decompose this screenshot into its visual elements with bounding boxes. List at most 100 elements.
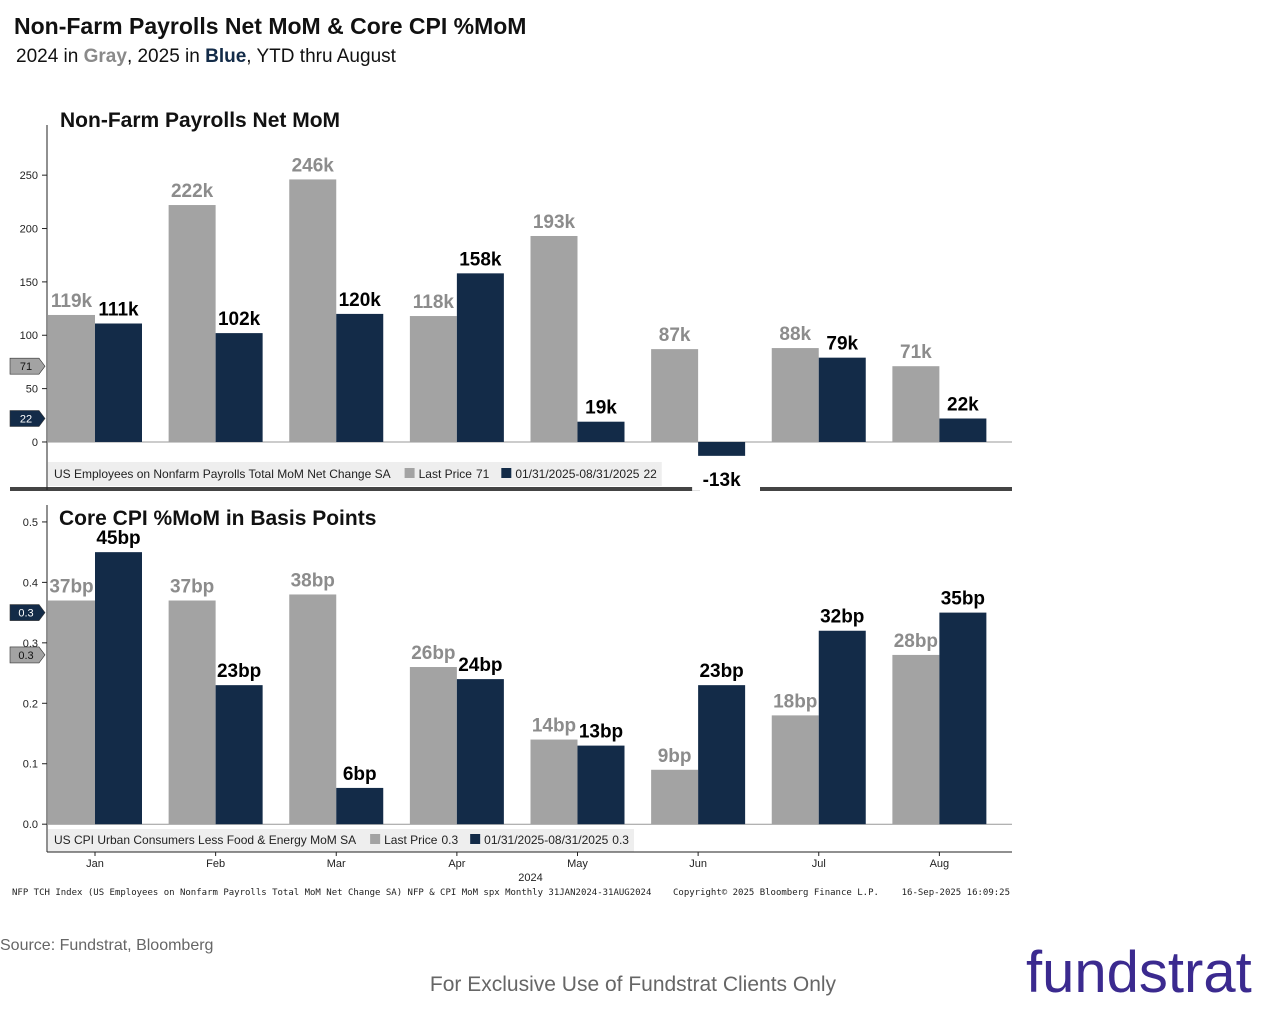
legend-entry: Last Price 0.3 xyxy=(384,833,458,847)
bar xyxy=(215,333,263,442)
value-label: 222k xyxy=(171,181,214,202)
value-label: 23bp xyxy=(217,661,261,682)
bar xyxy=(95,323,142,442)
charts: 0 50 100 150 200 250 Non-Farm Payrolls Net MoM… xyxy=(9,109,1012,884)
bar xyxy=(215,685,263,825)
bar xyxy=(818,630,866,825)
footer-index: NFP TCH Index (US Employees on Nonfarm P… xyxy=(12,888,651,898)
bar xyxy=(651,349,699,442)
bar xyxy=(456,679,504,825)
bar xyxy=(289,179,337,442)
value-label: 111k xyxy=(98,300,139,321)
value-label: 79k xyxy=(826,334,858,355)
legend: US CPI Urban Consumers Less Food & Energ… xyxy=(48,829,634,852)
value-label: 35bp xyxy=(941,589,985,610)
bar xyxy=(771,715,819,825)
value-label: 19k xyxy=(585,398,617,419)
legend-bg xyxy=(48,462,662,486)
value-label: 37bp xyxy=(170,577,214,598)
panel-title: Non-Farm Payrolls Net MoM xyxy=(60,109,340,132)
value-label: 22k xyxy=(947,394,979,415)
legend-title: US Employees on Nonfarm Payrolls Total M… xyxy=(54,467,391,481)
subtitle-part: 2024 in xyxy=(16,46,84,67)
x-tick-label: Apr xyxy=(448,858,465,870)
panel-title: Core CPI %MoM in Basis Points xyxy=(59,507,376,530)
bar xyxy=(456,273,504,442)
value-label: 102k xyxy=(218,309,261,330)
y-tick-label: 0.5 xyxy=(23,517,38,529)
x-tick-label: Feb xyxy=(206,858,225,870)
legend-swatch xyxy=(370,834,381,844)
y-tick-label: 50 xyxy=(26,384,38,396)
logo: fundstrat xyxy=(1026,940,1252,1005)
y-tick-label: 0.4 xyxy=(23,577,38,589)
value-label: 18bp xyxy=(773,691,817,712)
value-label: 26bp xyxy=(411,643,455,664)
footer-copyright: Copyright© 2025 Bloomberg Finance L.P. xyxy=(673,888,879,898)
bar xyxy=(530,739,578,825)
value-label: 24bp xyxy=(458,655,502,676)
x-tick-label: Jun xyxy=(689,858,707,870)
value-label: 13bp xyxy=(579,722,623,743)
value-label: 87k xyxy=(659,325,691,346)
subtitle-part: , 2025 in xyxy=(127,46,205,67)
value-label: 45bp xyxy=(96,528,140,549)
value-label: 28bp xyxy=(894,631,938,652)
legend: US Employees on Nonfarm Payrolls Total M… xyxy=(48,462,662,486)
bar xyxy=(336,787,384,825)
value-label: 118k xyxy=(413,292,455,313)
legend-swatch xyxy=(501,468,512,478)
source: Source: Fundstrat, Bloomberg xyxy=(0,937,213,954)
value-label: 193k xyxy=(533,212,576,233)
value-label: 120k xyxy=(339,290,382,311)
bar xyxy=(289,594,337,825)
page-subtitle: 2024 in Gray, 2025 in Blue, YTD thru Aug… xyxy=(16,46,397,67)
bar xyxy=(818,357,866,442)
value-label: 32bp xyxy=(820,607,864,628)
legend-swatch xyxy=(470,834,481,844)
bar xyxy=(409,667,457,825)
bar xyxy=(168,600,216,825)
y-tick-label: 100 xyxy=(20,330,38,342)
label-bg xyxy=(692,466,752,491)
bar xyxy=(698,685,746,825)
x-tick-label: May xyxy=(567,858,588,870)
y-tick-label: 150 xyxy=(20,277,38,289)
bar xyxy=(892,654,940,825)
legend-last-price: 0.3 xyxy=(612,833,629,847)
last-price-tag xyxy=(9,410,46,427)
legend-swatch xyxy=(404,468,415,478)
footer-timestamp: 16-Sep-2025 16:09:25 xyxy=(902,888,1010,898)
value-label: 23bp xyxy=(699,661,743,682)
last-price-tag xyxy=(9,357,46,375)
page-title: Non-Farm Payrolls Net MoM & Core CPI %Mo… xyxy=(14,13,526,39)
bar xyxy=(577,421,625,442)
legend-entry: 01/31/2025-08/31/2025 0.3 xyxy=(484,833,629,847)
bar xyxy=(651,769,699,825)
value-label: 88k xyxy=(779,324,811,345)
y-tick-label: 0 xyxy=(32,437,38,449)
bar xyxy=(48,600,95,825)
last-price-tag xyxy=(9,646,46,664)
value-label: -13k xyxy=(703,470,741,491)
subtitle-blue: Blue xyxy=(205,46,246,67)
y-tick-label: 0.2 xyxy=(23,698,38,710)
bar xyxy=(939,612,987,825)
last-price-tag xyxy=(9,604,46,621)
y-tick-label: 0.0 xyxy=(23,819,38,831)
bar xyxy=(771,348,819,442)
legend-entry: 01/31/2025-08/31/2025 22 xyxy=(515,467,657,481)
legend-name: 01/31/2025-08/31/2025 xyxy=(484,833,608,847)
value-label: 158k xyxy=(459,249,502,270)
legend-entry: Last Price 71 xyxy=(419,467,490,481)
x-axis-label: 2024 xyxy=(518,872,542,884)
y-tick-label: 250 xyxy=(20,170,38,182)
legend-name: Last Price xyxy=(384,833,438,847)
legend-last-price: 0.3 xyxy=(441,833,458,847)
x-tick-label: Jul xyxy=(812,858,826,870)
last-price-tag-label: 71 xyxy=(20,361,32,373)
last-price-tag-label: 22 xyxy=(20,413,32,425)
value-label: 9bp xyxy=(658,746,692,767)
x-tick-label: Mar xyxy=(327,858,346,870)
